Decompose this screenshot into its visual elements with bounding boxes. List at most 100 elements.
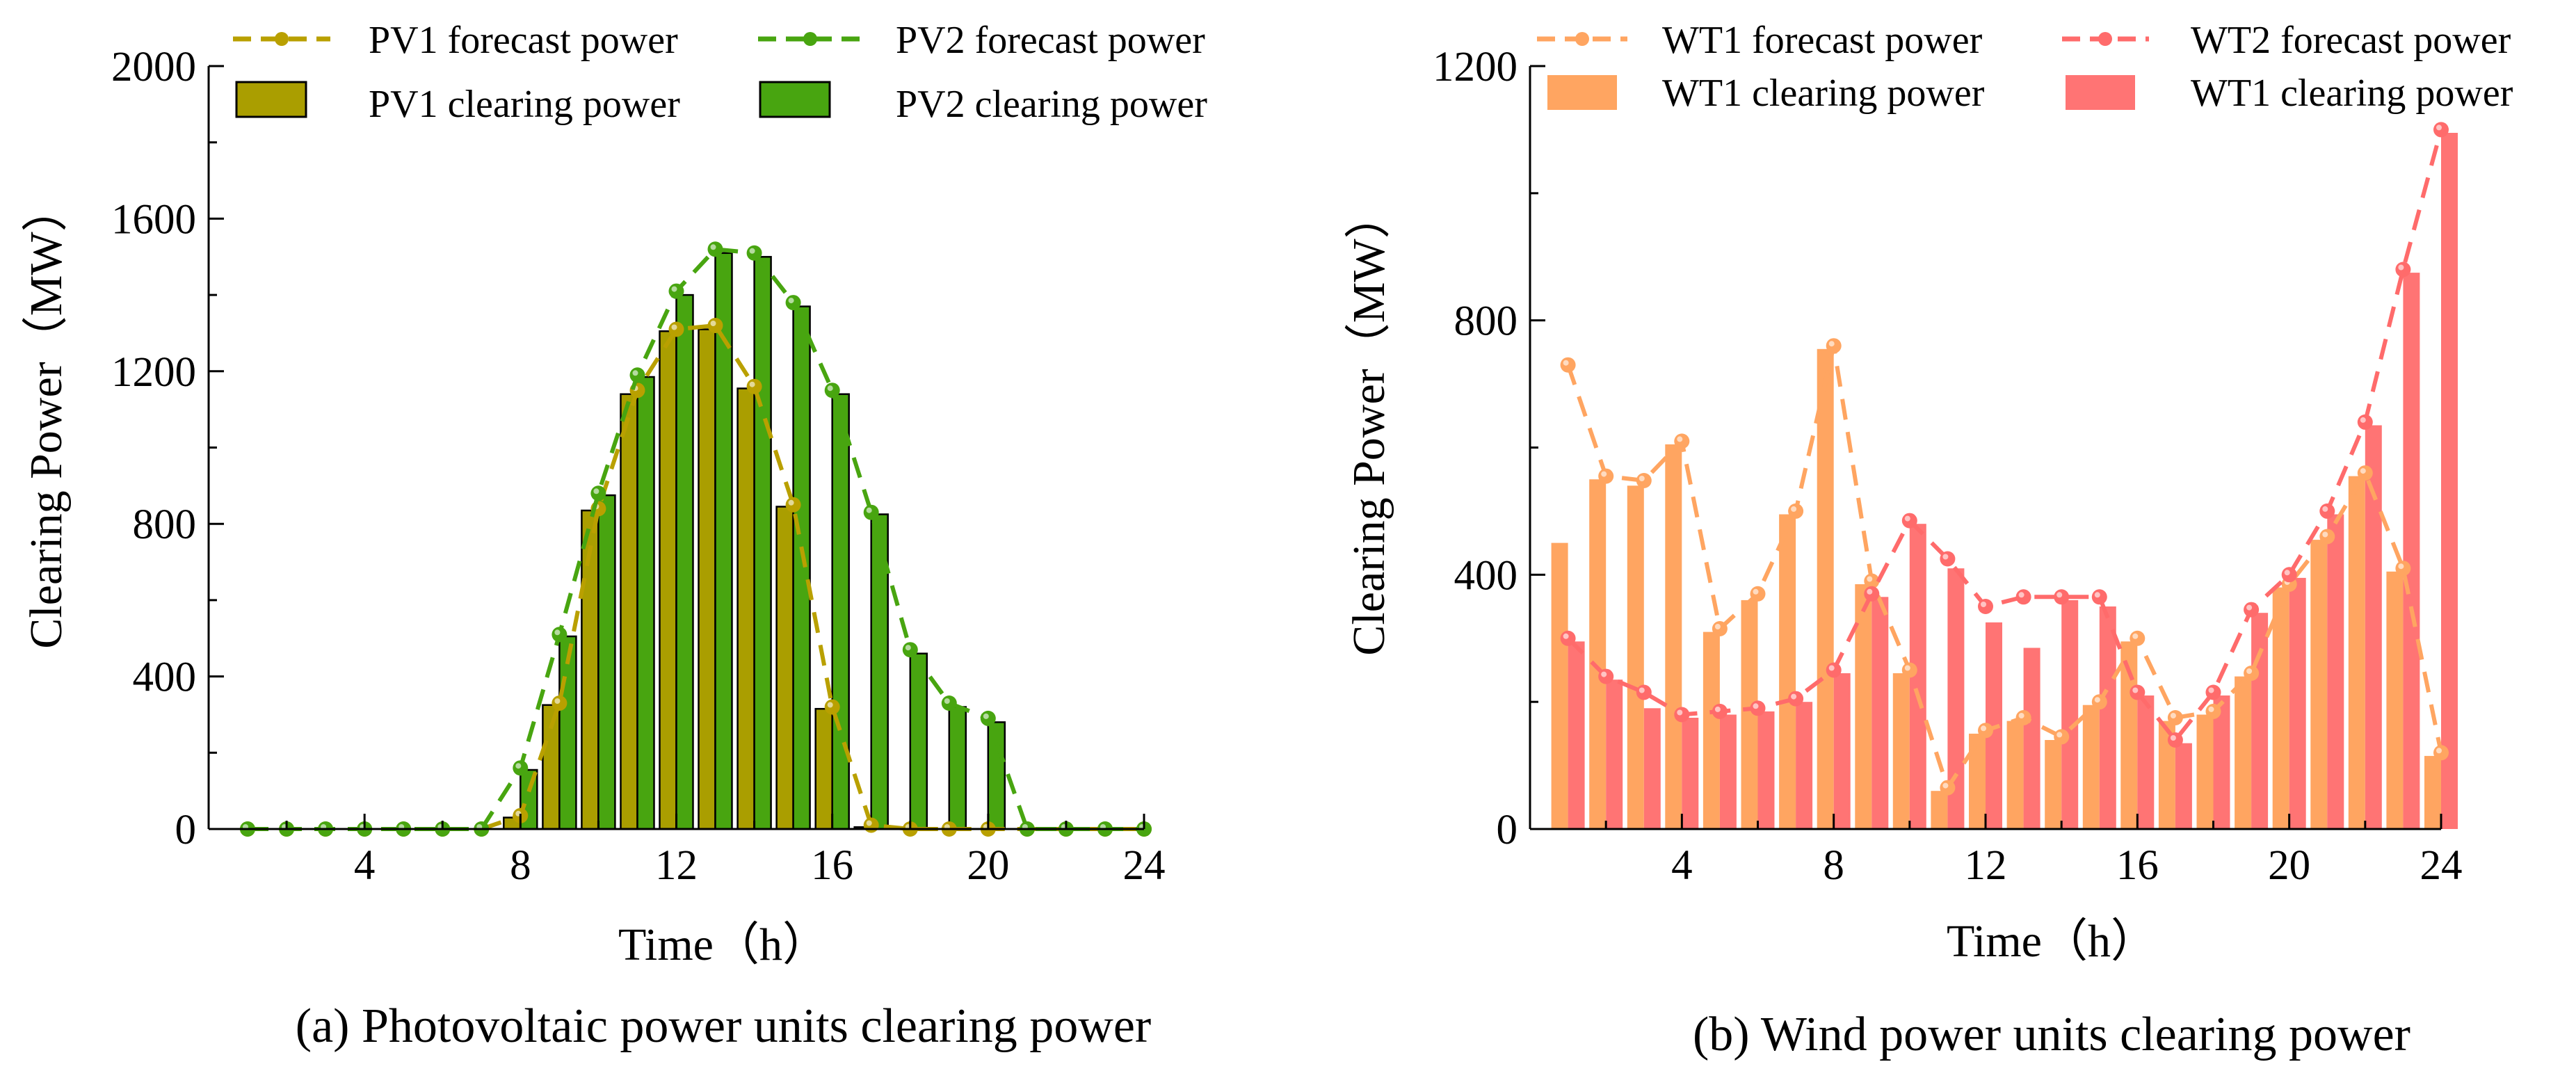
pv-bar-s2-h10	[597, 494, 616, 830]
wt-point-highlight	[2436, 124, 2442, 131]
pv-point-highlight	[905, 645, 911, 651]
wt-point-s2-h2	[1598, 668, 1614, 684]
pv-point-s1-h16	[824, 699, 840, 715]
wt-bar-s1-h4	[1665, 444, 1682, 829]
wt-y-tick-label: 0	[1497, 807, 1518, 853]
pv-y-tick-label: 400	[133, 654, 197, 701]
legend-pv1-forecast-label: PV1 forecast power	[369, 19, 678, 62]
wt-legend: WT1 forecast power WT2 forecast power WT…	[1537, 19, 2513, 115]
pv-point-highlight	[749, 381, 755, 387]
wt-point-s2-h18	[2205, 684, 2221, 700]
wt-axes: 0 400 800 1200 4 8 12 16 20 24	[1433, 44, 2463, 889]
wt-bar-s2-h5	[1719, 714, 1737, 829]
pv-bar-s2-h12	[675, 293, 694, 830]
wt-point-s1-h19	[2244, 666, 2260, 681]
wt-point-s1-h14	[2054, 729, 2070, 745]
wt-bar-s1-h15	[2082, 705, 2100, 829]
wt-bar-s1-h23	[2386, 571, 2404, 829]
legend-pv2-forecast: PV2 forecast power	[758, 19, 1205, 62]
wt-point-s1-h22	[2357, 465, 2373, 481]
wt-point-s1-h1	[1560, 357, 1576, 373]
pv-point-highlight	[866, 820, 872, 826]
pv-x-tick-label: 24	[1123, 842, 1166, 889]
wt-y-tick-label: 400	[1454, 552, 1518, 599]
wt-bar-s2-h20	[2289, 577, 2306, 829]
wt-y-tick-label: 1200	[1433, 44, 1518, 90]
wt-point-s2-h6	[1750, 700, 1766, 716]
legend-wt1-clearing: WT1 clearing power	[1547, 72, 1985, 115]
wt-point-s2-h20	[2281, 567, 2297, 583]
wt-bar-s1-h10	[1892, 673, 1910, 829]
wt-point-highlight	[2056, 732, 2063, 738]
wt-point-s1-h15	[2091, 694, 2107, 710]
wt-point-highlight	[1677, 709, 1683, 716]
pv-bar-s1-h13	[698, 328, 716, 830]
wt-bar-s1-h14	[2045, 740, 2062, 829]
wt-point-s1-h18	[2205, 703, 2221, 719]
wt-bar-s1-h13	[2006, 721, 2024, 829]
pv-point-s2-h19	[941, 695, 957, 711]
wt-point-s1-h11	[1940, 780, 1956, 796]
wt-point-s2-h24	[2433, 122, 2449, 138]
pv-bar-s1-h12	[659, 330, 677, 830]
wt-bars-layer	[1551, 133, 2458, 830]
legend-pv1-clearing-label: PV1 clearing power	[369, 83, 680, 126]
wt-point-highlight	[1639, 476, 1645, 481]
wt-point-highlight	[1714, 706, 1721, 712]
wt-point-highlight	[2360, 468, 2366, 474]
wt-point-highlight	[1867, 576, 1873, 582]
pv-y-tick-label: 800	[133, 501, 197, 548]
pv-point-highlight	[788, 298, 794, 304]
wt-bar-s1-h21	[2310, 540, 2328, 829]
wt-point-highlight	[1639, 687, 1645, 693]
wt-bar-s2-h3	[1643, 708, 1661, 829]
wt-bar-s2-h23	[2403, 273, 2420, 830]
wt-point-highlight	[1867, 588, 1873, 595]
wt-bar-s1-h2	[1589, 479, 1607, 829]
pv-point-highlight	[515, 763, 522, 769]
wt-point-highlight	[1601, 471, 1607, 477]
pv-point-s2-h10	[590, 485, 606, 501]
wt-point-highlight	[1601, 671, 1607, 677]
wt-point-s1-h3	[1636, 473, 1652, 488]
wt-bar-s1-h11	[1931, 791, 1948, 829]
wt-point-highlight	[2132, 633, 2139, 639]
wt-point-highlight	[1942, 782, 1949, 789]
pv-line-s1	[248, 323, 1144, 831]
pv-point-s1-h9	[552, 695, 567, 711]
wt-point-highlight	[2094, 592, 2100, 598]
pv-line-s2	[248, 247, 1144, 831]
pv-point-s1-h15	[785, 497, 801, 513]
pv-point-highlight	[671, 286, 677, 292]
pv-x-tick-label: 12	[655, 842, 698, 889]
wt-point-highlight	[1791, 693, 1797, 700]
wt-point-s2-h16	[2130, 684, 2146, 700]
pv-bar-s2-h19	[948, 706, 967, 830]
pv-bar-s1-h10	[581, 509, 599, 830]
pv-bar-s1-h14	[736, 387, 755, 830]
wt-bar-s2-h14	[2061, 600, 2079, 829]
pv-y-axis-title: Clearing Power（MW）	[21, 186, 72, 648]
wt-point-s1-h10	[1901, 662, 1917, 678]
pv-point-s1-h13	[707, 318, 723, 333]
wt-point-s2-h3	[1636, 684, 1652, 700]
wt-point-highlight	[1828, 665, 1835, 671]
wt-point-s1-h16	[2130, 630, 2146, 646]
wt-point-s1-h8	[1826, 338, 1842, 354]
wt-point-highlight	[1753, 703, 1759, 709]
pv-point-highlight	[749, 248, 755, 254]
wt-lines-layer	[1560, 122, 2449, 796]
wt-point-highlight	[2132, 687, 2139, 693]
legend-wt2-forecast-label: WT2 forecast power	[2191, 19, 2511, 62]
wt-point-s2-h10	[1901, 513, 1917, 529]
wt-point-s2-h7	[1788, 691, 1804, 707]
wt-point-highlight	[1714, 624, 1721, 629]
wt-point-s2-h22	[2357, 414, 2373, 430]
wt-point-highlight	[1563, 633, 1569, 639]
wt-point-s1-h21	[2319, 529, 2335, 545]
wt-point-highlight	[1791, 506, 1797, 512]
wt-bar-s2-h4	[1682, 718, 1699, 829]
wt-bar-s1-h20	[2272, 587, 2289, 829]
pv-point-s2-h18	[902, 642, 918, 658]
